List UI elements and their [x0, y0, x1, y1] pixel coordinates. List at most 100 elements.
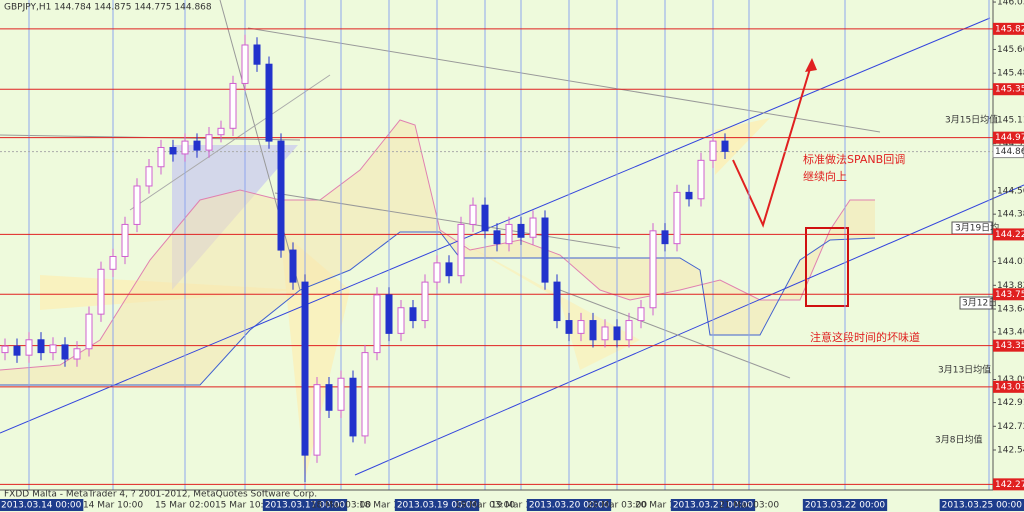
candle-body [493, 230, 501, 245]
level-label: 143.354 [995, 341, 1024, 351]
x-tick-label: 2013.03.14 00:00 [1, 501, 82, 511]
candle-body [661, 230, 669, 245]
level-box [993, 131, 1024, 144]
candle-body [13, 345, 21, 356]
y-tick-label: 142.910 [997, 398, 1024, 408]
candle-body [565, 320, 573, 334]
trend-line [129, 74, 331, 211]
y-tick-label: 143.090 [997, 375, 1024, 385]
candle-body [385, 294, 393, 334]
candle-body [457, 223, 465, 277]
footer: FXDD Malta - MetaTrader 4, ? 2001-2012, … [4, 490, 317, 500]
annotation: 3月19日均 [955, 222, 999, 234]
x-tick-highlight [670, 499, 756, 511]
candle-body [553, 281, 561, 322]
x-tick-label: 18 Mar 11:00 [359, 501, 419, 511]
annotation: 继续向上 [803, 169, 847, 183]
y-tick-label: 144.380 [997, 210, 1024, 220]
senkou-span-a [0, 119, 875, 371]
y-tick-label: 145.115 [997, 115, 1024, 125]
x-tick-label: 20 Mar 03:00 [587, 501, 647, 511]
y-tick-label: 143.640 [997, 305, 1024, 315]
trend-line [0, 17, 991, 434]
x-tick-label: 2013.03.22 00:00 [805, 501, 886, 511]
candle-body [145, 166, 153, 187]
candle-body [361, 352, 369, 437]
candle-body [85, 313, 93, 350]
arrow-head [805, 58, 817, 72]
x-tick-label: 15 Mar 02:00 [155, 501, 215, 511]
candle-body [277, 140, 285, 251]
candle-body [673, 191, 681, 245]
candle-body [433, 262, 441, 283]
level-box [993, 478, 1024, 491]
ichimoku-cloud [0, 120, 875, 385]
candle-body [649, 230, 657, 309]
annotation: 3月12日 [962, 298, 997, 309]
candle-body [205, 134, 213, 151]
trend-line [219, 0, 301, 291]
x-tick-label: 21 Mar 03:00 [719, 501, 779, 511]
candle-body [181, 140, 189, 155]
candle-body [541, 217, 549, 283]
x-tick-label: 14 Mar 10:00 [83, 501, 143, 511]
candle-body [637, 307, 645, 322]
candle-body [109, 255, 117, 270]
drawings [0, 0, 1024, 490]
x-tick-label: 2013.03.21 00:00 [673, 501, 754, 511]
level-box [993, 83, 1024, 96]
candle-body [169, 147, 177, 155]
level-box [993, 288, 1024, 301]
level-label: 144.977 [995, 133, 1024, 143]
annotation: 标准做法SPANB回调 [803, 152, 905, 166]
level-label: 142.272 [995, 480, 1024, 490]
annotation: 3月13日均值 [938, 364, 991, 376]
trend-line [559, 289, 791, 379]
x-tick-label: 2013.03.17 00:00 [265, 501, 346, 511]
candle-body [301, 281, 309, 456]
candle-body [445, 262, 453, 277]
trend-line [274, 192, 621, 249]
candle-body [133, 185, 141, 225]
candle-body [193, 140, 201, 151]
candle-body [517, 223, 525, 238]
candle-body [73, 348, 81, 360]
y-tick-label: 144.930 [997, 139, 1024, 149]
candle-body [397, 307, 405, 334]
x-tick-highlight [526, 499, 612, 511]
candle-body [265, 63, 273, 142]
y-tick-label: 144.010 [997, 257, 1024, 267]
candle-body [217, 127, 225, 136]
x-tick-label: 15 Mar 10:00 [215, 501, 275, 511]
x-tick-highlight [939, 499, 1024, 511]
candle-body [157, 147, 165, 168]
level-box [993, 22, 1024, 35]
candle-body [589, 320, 597, 341]
current-price-box [992, 145, 1024, 159]
candle-body [337, 377, 345, 411]
candle-body [373, 294, 381, 354]
candle-body [721, 140, 729, 152]
y-tick-label: 144.560 [997, 187, 1024, 197]
candle-body [25, 339, 33, 356]
x-tick-label: 20 Mar 11:00 [635, 501, 695, 511]
y-tick-label: 143.825 [997, 281, 1024, 291]
current-price-label: 144.868 [995, 147, 1024, 157]
x-tick-label: 19 Mar 11:00 [491, 501, 551, 511]
candle-body [697, 159, 705, 200]
level-box [993, 228, 1024, 241]
candle-body [709, 140, 717, 161]
x-tick-label: 2013.03.19 00:00 [397, 501, 478, 511]
chart-title: GBPJPY,H1 144.784 144.875 144.775 144.86… [4, 3, 212, 13]
candle-body [625, 320, 633, 341]
candle-body [241, 44, 249, 84]
x-tick-label: 2013.03.20 00:00 [529, 501, 610, 511]
y-tick-label: 143.460 [997, 328, 1024, 338]
x-tick-highlight [262, 499, 348, 511]
candle-body [601, 326, 609, 341]
candle-body [229, 82, 237, 129]
y-tick-label: 146.035 [997, 0, 1024, 8]
level-label: 143.033 [995, 382, 1024, 392]
